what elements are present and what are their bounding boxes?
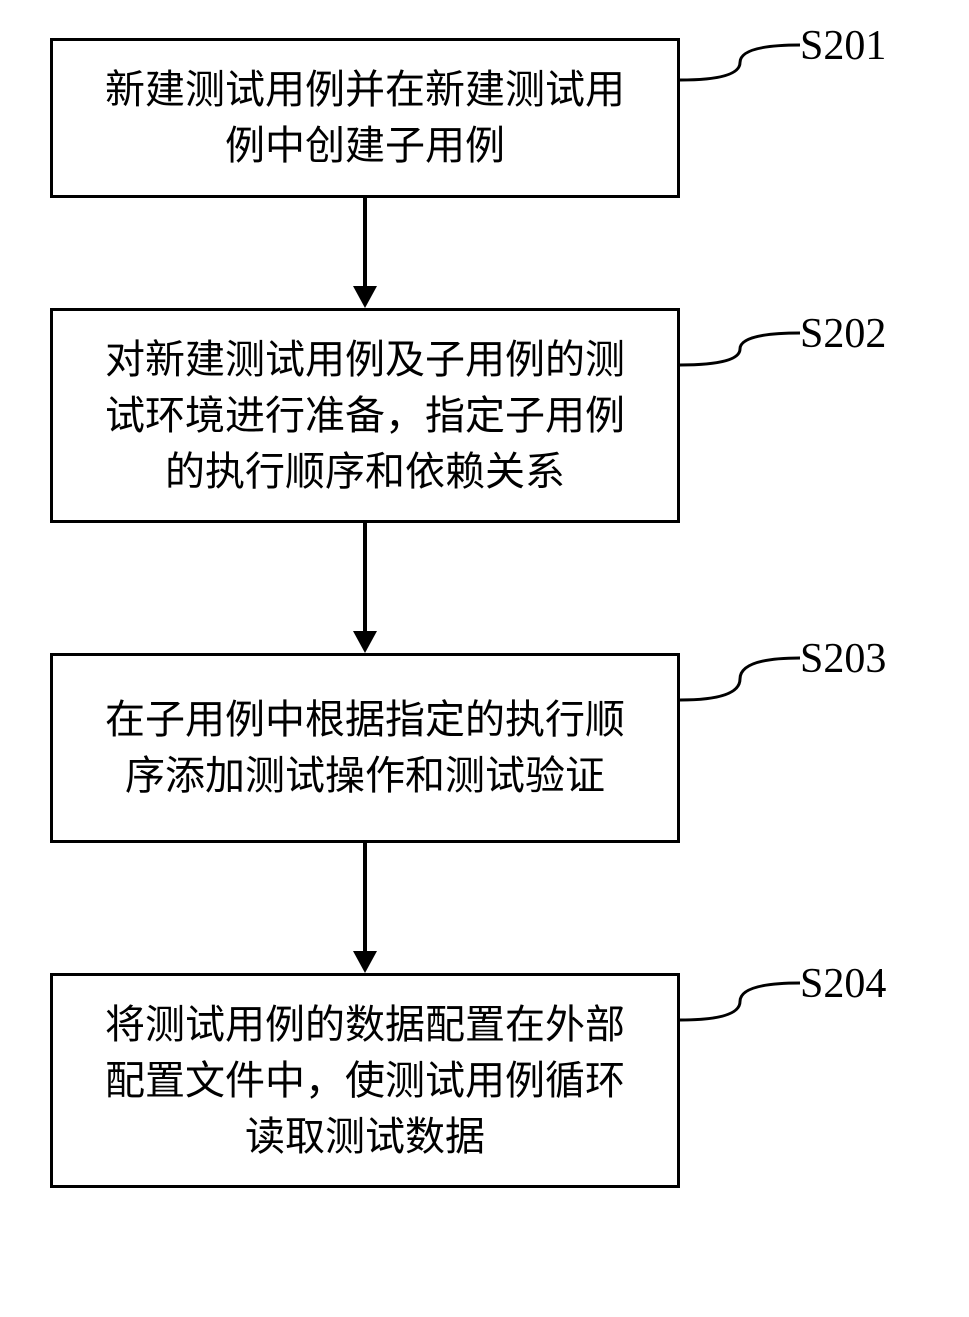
arrow-line-0 xyxy=(363,198,367,288)
flow-box-text: 对新建测试用例及子用例的测 试环境进行准备，指定子用例 的执行顺序和依赖关系 xyxy=(105,332,625,500)
arrow-head-icon xyxy=(353,631,377,653)
arrow-line-1 xyxy=(363,523,367,633)
flow-box-text: 新建测试用例并在新建测试用 例中创建子用例 xyxy=(105,62,625,174)
flow-box-s202: 对新建测试用例及子用例的测 试环境进行准备，指定子用例 的执行顺序和依赖关系 xyxy=(50,308,680,523)
flow-box-s201: 新建测试用例并在新建测试用 例中创建子用例 xyxy=(50,38,680,198)
arrow-line-2 xyxy=(363,843,367,953)
flow-box-text: 在子用例中根据指定的执行顺 序添加测试操作和测试验证 xyxy=(105,692,625,804)
flow-box-s204: 将测试用例的数据配置在外部 配置文件中，使测试用例循环 读取测试数据 xyxy=(50,973,680,1188)
step-label-s202: S202 xyxy=(800,310,886,358)
arrow-head-icon xyxy=(353,286,377,308)
flow-box-s203: 在子用例中根据指定的执行顺 序添加测试操作和测试验证 xyxy=(50,653,680,843)
flow-box-text: 将测试用例的数据配置在外部 配置文件中，使测试用例循环 读取测试数据 xyxy=(105,997,625,1165)
step-label-s201: S201 xyxy=(800,22,886,70)
step-label-s203: S203 xyxy=(800,635,886,683)
step-label-s204: S204 xyxy=(800,960,886,1008)
arrow-head-icon xyxy=(353,951,377,973)
